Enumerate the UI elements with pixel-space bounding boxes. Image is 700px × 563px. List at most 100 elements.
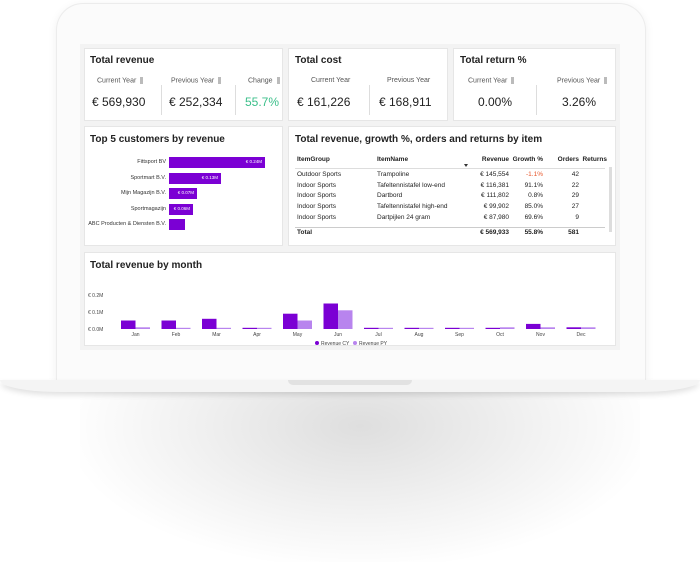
month-bar-py[interactable] bbox=[176, 327, 191, 329]
month-bar-py[interactable] bbox=[216, 327, 232, 329]
current-year-label: Current Year bbox=[468, 77, 515, 84]
monthly-revenue-chart: € 0.0M € 0.1M € 0.2M Jan Feb Mar Apr May Jun Jul A… bbox=[88, 293, 596, 345]
x-tick-label: Oct bbox=[496, 332, 504, 338]
month-bar-py[interactable] bbox=[135, 327, 151, 329]
cell-growth: 0.8% bbox=[528, 192, 543, 200]
column-header: ItemGroup bbox=[297, 156, 330, 163]
month-bar-py[interactable] bbox=[378, 327, 394, 329]
previous-year-value: € 252,334 bbox=[169, 95, 223, 109]
month-bar-cy[interactable] bbox=[404, 327, 420, 329]
customer-bar[interactable]: € 0.06M bbox=[169, 203, 193, 215]
previous-year-label: Previous Year bbox=[171, 77, 222, 84]
month-bar-cy[interactable] bbox=[323, 303, 339, 330]
cell-item-name: Tafeltennistafel low-end bbox=[377, 181, 445, 189]
x-tick-label: Dec bbox=[577, 332, 586, 338]
customer-name: Fittsport BV bbox=[137, 159, 166, 165]
customer-name: Sportmart B.V. bbox=[130, 174, 166, 181]
month-bar-cy[interactable] bbox=[242, 327, 258, 329]
month-bar-cy[interactable] bbox=[485, 327, 501, 329]
current-year-label: Current Year bbox=[311, 77, 351, 84]
customer-bar[interactable]: € 0.13M bbox=[169, 172, 221, 184]
customer-value-label: € 0.24M bbox=[245, 159, 262, 164]
cell-item-group: Indoor Sports bbox=[297, 213, 337, 221]
column-header: Revenue bbox=[481, 156, 509, 163]
cell-revenue: € 111,802 bbox=[481, 192, 509, 200]
cell-revenue: € 116,381 bbox=[480, 181, 509, 189]
customer-bar[interactable]: € 0.07M bbox=[169, 188, 197, 199]
month-bar-cy[interactable] bbox=[161, 320, 177, 330]
month-bar-cy[interactable] bbox=[121, 320, 136, 330]
y-tick-label: € 0.1M bbox=[88, 310, 103, 316]
customer-bar[interactable] bbox=[169, 219, 185, 230]
month-bar-py[interactable] bbox=[459, 327, 475, 329]
card-title: Total revenue bbox=[90, 55, 155, 66]
table-scrollbar[interactable] bbox=[609, 167, 612, 232]
card-title: Total revenue, growth %, orders and retu… bbox=[295, 134, 543, 145]
customer-bar[interactable]: € 0.24M bbox=[169, 157, 265, 168]
total-growth: 55.8% bbox=[524, 229, 543, 236]
cell-revenue: € 99,902 bbox=[483, 203, 509, 211]
card-title: Total return % bbox=[460, 55, 527, 66]
cell-item-name: Trampoline bbox=[377, 171, 410, 178]
legend-marker bbox=[353, 341, 357, 345]
cell-orders: 9 bbox=[575, 213, 579, 221]
previous-year-value: € 168,911 bbox=[379, 95, 432, 109]
change-label: Change bbox=[248, 77, 280, 84]
sort-desc-icon[interactable] bbox=[464, 164, 468, 167]
month-bar-cy[interactable] bbox=[283, 313, 298, 329]
cell-item-group: Indoor Sports bbox=[297, 181, 337, 189]
divider bbox=[369, 85, 370, 115]
month-bar-py[interactable] bbox=[338, 310, 353, 329]
x-tick-label: Aug bbox=[415, 332, 424, 338]
laptop-notch bbox=[288, 380, 412, 385]
column-header: Returns bbox=[582, 156, 607, 163]
column-header: Growth % bbox=[512, 156, 543, 163]
month-bar-py[interactable] bbox=[581, 327, 596, 329]
month-bar-cy[interactable] bbox=[566, 327, 582, 329]
items-table: ItemGroup ItemName Revenue Growth % Orders Re… bbox=[289, 127, 617, 247]
month-bar-py[interactable] bbox=[297, 320, 313, 330]
current-year-label: Current Year bbox=[97, 77, 144, 84]
month-bar-py[interactable] bbox=[540, 327, 556, 329]
change-value: 55.7% bbox=[245, 95, 280, 109]
y-tick-label: € 0.0M bbox=[88, 327, 103, 333]
current-year-value: € 161,226 bbox=[297, 95, 351, 109]
month-bar-cy[interactable] bbox=[526, 323, 541, 329]
cell-orders: 29 bbox=[571, 192, 579, 200]
cell-growth: 69.6% bbox=[524, 213, 543, 221]
dashboard-screen: Total revenue Current Year Previous Year… bbox=[80, 44, 620, 350]
current-year-value: 0.00% bbox=[478, 95, 513, 109]
x-tick-label: Mar bbox=[212, 332, 221, 338]
cell-revenue: € 145,554 bbox=[480, 171, 509, 178]
month-bar-cy[interactable] bbox=[364, 327, 379, 329]
x-tick-label: Sep bbox=[455, 332, 464, 338]
divider bbox=[235, 85, 236, 115]
cell-item-group: Indoor Sports bbox=[297, 192, 337, 200]
customer-name: Mijn Magazijn B.V. bbox=[120, 190, 166, 196]
cell-item-name: Dartbord bbox=[377, 192, 403, 200]
month-bar-cy[interactable] bbox=[445, 327, 460, 329]
x-tick-label: Nov bbox=[536, 332, 545, 338]
previous-year-label: Previous Year bbox=[387, 77, 431, 84]
total-divider bbox=[295, 227, 605, 228]
month-bar-cy[interactable] bbox=[202, 318, 217, 329]
previous-year-label: Previous Year bbox=[557, 77, 608, 84]
cell-orders: 27 bbox=[571, 203, 579, 211]
x-tick-label: May bbox=[293, 332, 303, 338]
total-orders: 581 bbox=[568, 229, 579, 236]
legend-marker bbox=[315, 341, 319, 345]
month-bar-py[interactable] bbox=[257, 327, 272, 329]
legend-label: Revenue PY bbox=[359, 341, 388, 345]
x-tick-label: Jan bbox=[131, 332, 139, 338]
top-customers-card: Top 5 customers by revenue Fittsport BV €… bbox=[84, 126, 283, 246]
cell-orders: 22 bbox=[571, 181, 579, 189]
cell-growth: -1.1% bbox=[526, 171, 543, 178]
total-return-card: Total return % Current Year Previous Yea… bbox=[453, 48, 616, 121]
card-title: Top 5 customers by revenue bbox=[90, 134, 225, 145]
x-tick-label: Jun bbox=[334, 332, 342, 338]
month-bar-py[interactable] bbox=[500, 327, 515, 329]
month-bar-py[interactable] bbox=[419, 327, 434, 329]
total-revenue-card: Total revenue Current Year Previous Year… bbox=[84, 48, 283, 121]
header-divider bbox=[295, 168, 605, 169]
cell-item-name: Dartpijlen 24 gram bbox=[377, 213, 431, 221]
